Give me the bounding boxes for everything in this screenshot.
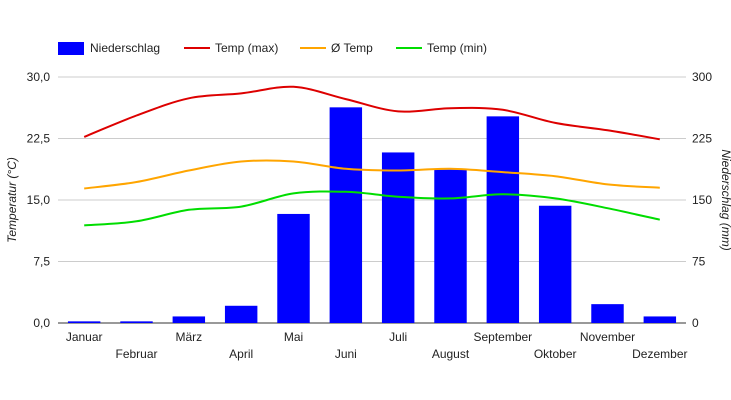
bar-juli (381, 152, 415, 323)
legend-label: Temp (min) (427, 41, 487, 55)
temperature-lines (83, 85, 661, 227)
bar-mai (277, 213, 310, 323)
axes: 0,0 0 7,5 75 15,0 150 22,5 225 30,0 300 Januar Febr… (5, 70, 731, 361)
line-series-0 (83, 85, 660, 141)
precipitation-bars (67, 107, 677, 323)
bar-märz (172, 316, 206, 323)
y-right-tick-label: 75 (692, 255, 706, 269)
bar-november (591, 304, 624, 323)
x-tick-label: April (229, 347, 253, 361)
bar-februar (120, 321, 153, 323)
x-tick-label: Februar (115, 347, 157, 361)
y-left-tick-label: 30,0 (27, 70, 51, 84)
x-tick-label: Juni (335, 347, 357, 361)
x-tick-label: August (432, 347, 470, 361)
legend: Niederschlag Temp (max) Ø Temp Temp (min) (58, 41, 487, 55)
bar-oktober (538, 205, 572, 323)
gridlines (58, 76, 686, 324)
legend-label: Temp (max) (215, 41, 278, 55)
legend-swatch-bar (58, 42, 84, 55)
x-tick-label: Januar (66, 330, 103, 344)
bar-august (434, 169, 467, 323)
y-right-tick-label: 0 (692, 316, 699, 330)
y-left-tick-label: 7,5 (33, 255, 50, 269)
y-left-axis-title: Temperatur (°C) (5, 157, 19, 243)
x-tick-label: Oktober (534, 347, 577, 361)
x-tick-label: Mai (284, 330, 303, 344)
bar-juni (329, 107, 363, 323)
legend-label: Ø Temp (331, 41, 373, 55)
bar-januar (67, 321, 101, 323)
legend-label: Niederschlag (90, 41, 160, 55)
bar-dezember (643, 316, 677, 323)
y-left-tick-label: 0,0 (33, 316, 50, 330)
x-tick-label: November (580, 330, 635, 344)
x-tick-label: März (175, 330, 202, 344)
y-right-axis-title: Niederschlag (mm) (719, 149, 731, 250)
y-left-tick-label: 15,0 (27, 193, 51, 207)
y-right-tick-label: 300 (692, 70, 712, 84)
x-tick-label: Dezember (632, 347, 687, 361)
x-tick-label: September (473, 330, 532, 344)
line-series-2 (84, 190, 661, 227)
y-left-tick-label: 22,5 (27, 132, 51, 146)
bar-september (486, 116, 520, 323)
y-right-tick-label: 150 (692, 193, 712, 207)
y-right-tick-label: 225 (692, 132, 712, 146)
bar-april (224, 305, 258, 323)
x-tick-label: Juli (389, 330, 407, 344)
line-series-1 (84, 159, 660, 190)
